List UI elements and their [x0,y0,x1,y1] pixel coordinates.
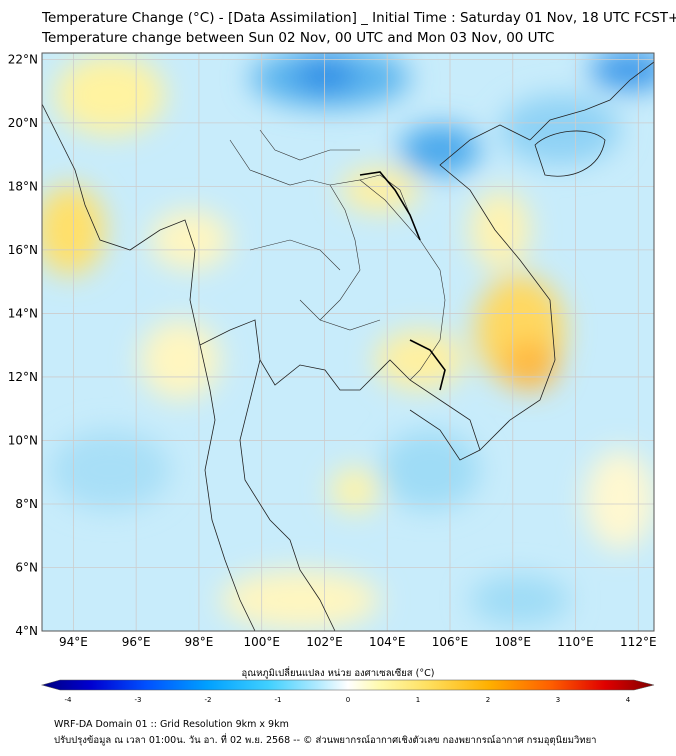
lon-label: 106°E [432,635,469,649]
lat-label: 18°N [8,179,38,193]
colorbar-tick-label: -1 [275,696,282,704]
colorbar: -4 -3 -2 -1 0 1 2 3 4 [40,679,655,704]
colorbar-ticks: -4 -3 -2 -1 0 1 2 3 4 [65,696,631,704]
footer-credit: ปรับปรุงข้อมูล ณ เวลา 01:00น. วัน อา. ที… [54,735,597,746]
lon-label: 102°E [306,635,343,649]
map-frame [41,52,655,632]
map-title: Temperature Change (°C) - [Data Assimila… [42,10,676,26]
lat-label: 10°N [8,433,38,447]
lon-label: 94°E [59,635,88,649]
lat-label: 16°N [8,243,38,257]
map-subtitle: Temperature change between Sun 02 Nov, 0… [42,30,555,46]
lat-label: 4°N [15,624,38,638]
coastlines [42,61,654,631]
lon-label: 104°E [369,635,406,649]
political-borders [229,129,446,381]
latitude-labels: 22°N 20°N 18°N 16°N 14°N 12°N 10°N 8°N 6°N 4°N [8,52,38,638]
colorbar-tick-label: 0 [346,696,350,704]
colorbar-tick-label: 4 [626,696,631,704]
colorbar-tick-label: 2 [486,696,490,704]
footer-model-info: WRF-DA Domain 01 :: Grid Resolution 9km … [54,719,289,730]
lat-label: 20°N [8,116,38,130]
lat-label: 12°N [8,370,38,384]
colorbar-tick-label: -2 [205,696,212,704]
lon-label: 96°E [122,635,151,649]
longitude-labels: 94°E 96°E 98°E 100°E 102°E 104°E 106°E 108°E 110… [59,635,657,649]
lat-label: 8°N [15,497,38,511]
lat-label: 22°N [8,52,38,66]
map-gridlines [42,53,654,631]
temperature-change-map: 22°N 20°N 18°N 16°N 14°N 12°N 10°N 8°N 6°N 4°N 94… [8,52,657,704]
highlight-boundary [359,171,446,391]
temperature-field [42,53,654,631]
lon-label: 98°E [184,635,213,649]
lat-label: 14°N [8,306,38,320]
colorbar-tick-label: 1 [416,696,420,704]
colorbar-tick-label: -4 [65,696,73,704]
lon-label: 112°E [620,635,657,649]
lon-label: 110°E [557,635,594,649]
colorbar-tick-label: 3 [556,696,560,704]
colorbar-label: อุณหภูมิเปลี่ยนแปลง หน่วย องศาเซลเซียส (… [241,668,435,679]
lat-label: 6°N [15,560,38,574]
lon-label: 108°E [495,635,532,649]
colorbar-scale [40,679,655,691]
colorbar-tick-label: -3 [135,696,142,704]
lon-label: 100°E [243,635,280,649]
